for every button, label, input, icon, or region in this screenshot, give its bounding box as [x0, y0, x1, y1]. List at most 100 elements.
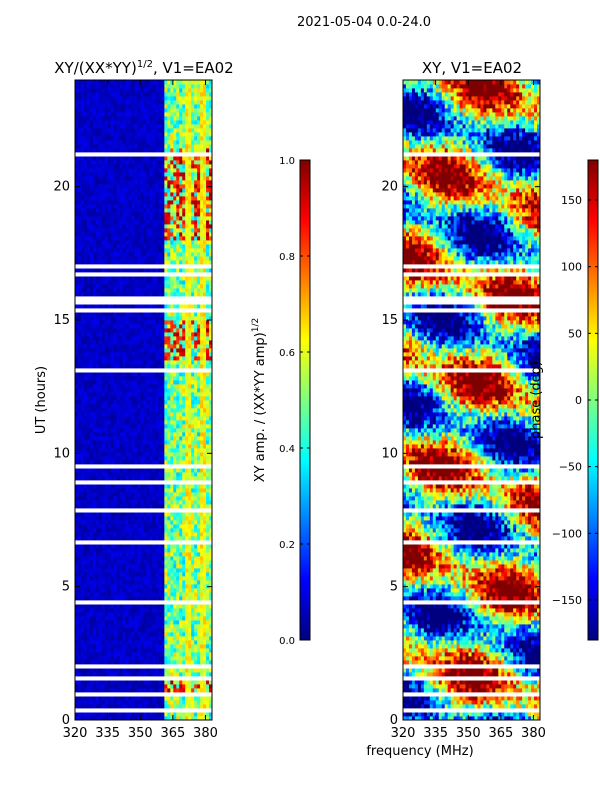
heatmap-cell: [206, 588, 210, 593]
heatmap-cell: [86, 608, 91, 613]
heatmap-cell: [116, 240, 121, 245]
heatmap-cell: [170, 532, 174, 537]
heatmap-cell: [152, 288, 156, 293]
heatmap-cell: [86, 228, 91, 233]
heatmap-cell: [89, 332, 94, 337]
heatmap-cell: [101, 612, 106, 617]
heatmap-cell: [152, 628, 156, 633]
heatmap-cell: [155, 648, 159, 653]
heatmap-cell: [107, 524, 112, 529]
heatmap-cell: [182, 244, 186, 249]
heatmap-cell: [110, 244, 115, 249]
heatmap-cell: [176, 700, 180, 705]
heatmap-cell: [197, 484, 201, 489]
heatmap-cell: [173, 576, 177, 581]
heatmap-cell: [209, 260, 212, 265]
heatmap-cell: [206, 320, 210, 325]
heatmap-cell: [95, 476, 100, 481]
heatmap-gap-row: [75, 464, 212, 469]
heatmap-cell: [80, 268, 85, 273]
heatmap-cell: [182, 248, 186, 253]
heatmap-cell: [86, 596, 91, 601]
heatmap-cell: [98, 432, 103, 437]
heatmap-cell: [188, 560, 192, 565]
heatmap-cell: [77, 620, 82, 625]
heatmap-cell: [83, 568, 88, 573]
heatmap-cell: [170, 636, 174, 641]
heatmap-cell: [107, 532, 112, 537]
heatmap-cell: [176, 412, 180, 417]
heatmap-cell: [143, 612, 147, 617]
heatmap-cell: [113, 548, 118, 553]
heatmap-cell: [110, 416, 115, 421]
heatmap-cell: [158, 716, 162, 720]
heatmap-cell: [167, 532, 171, 537]
heatmap-cell: [101, 556, 106, 561]
heatmap-cell: [92, 360, 97, 365]
heatmap-cell: [119, 244, 124, 249]
heatmap-cell: [131, 444, 135, 449]
heatmap-cell: [101, 504, 106, 509]
heatmap-cell: [75, 280, 79, 285]
heatmap-cell: [89, 652, 94, 657]
heatmap-cell: [149, 684, 153, 689]
heatmap-cell: [161, 672, 165, 677]
heatmap-cell: [206, 404, 210, 409]
heatmap-cell: [77, 640, 82, 645]
heatmap-cell: [179, 688, 183, 693]
heatmap-cell: [113, 312, 118, 317]
heatmap-cell: [170, 612, 174, 617]
heatmap-cell: [164, 356, 168, 361]
heatmap-cell: [191, 376, 195, 381]
heatmap-cell: [194, 696, 198, 701]
heatmap-cell: [92, 500, 97, 505]
heatmap-cell: [152, 240, 156, 245]
heatmap-cell: [104, 468, 109, 473]
heatmap-cell: [185, 696, 189, 701]
heatmap-cell: [116, 412, 121, 417]
heatmap-cell: [131, 632, 135, 637]
heatmap-cell: [155, 324, 159, 329]
heatmap-cell: [119, 340, 124, 345]
heatmap-cell: [125, 532, 130, 537]
heatmap-cell: [149, 668, 153, 673]
heatmap-cell: [107, 648, 112, 653]
heatmap-cell: [143, 528, 147, 533]
heatmap-cell: [146, 700, 150, 705]
heatmap-cell: [167, 392, 171, 397]
heatmap-cell: [125, 640, 130, 645]
heatmap-cell: [182, 644, 186, 649]
heatmap-cell: [86, 312, 91, 317]
heatmap-cell: [116, 560, 121, 565]
heatmap-cell: [104, 612, 109, 617]
heatmap-cell: [75, 456, 79, 461]
heatmap-cell: [191, 388, 195, 393]
heatmap-cell: [161, 640, 165, 645]
heatmap-cell: [125, 388, 130, 393]
heatmap-cell: [179, 364, 183, 369]
heatmap-cell: [143, 712, 147, 717]
heatmap-cell: [191, 516, 195, 521]
heatmap-cell: [83, 380, 88, 385]
heatmap-cell: [203, 360, 207, 365]
heatmap-cell: [137, 476, 141, 481]
heatmap-cell: [89, 592, 94, 597]
heatmap-cell: [75, 332, 79, 337]
heatmap-cell: [179, 292, 183, 297]
heatmap-cell: [173, 604, 177, 609]
heatmap-cell: [185, 576, 189, 581]
amplitude-title-exponent: 1/2: [137, 59, 153, 70]
heatmap-cell: [110, 660, 115, 665]
heatmap-cell: [179, 512, 183, 517]
heatmap-cell: [191, 716, 195, 720]
heatmap-cell: [167, 604, 171, 609]
heatmap-cell: [209, 688, 212, 693]
heatmap-cell: [116, 276, 121, 281]
heatmap-cell: [83, 544, 88, 549]
heatmap-cell: [155, 248, 159, 253]
heatmap-cell: [101, 684, 106, 689]
heatmap-cell: [167, 596, 171, 601]
heatmap-cell: [119, 640, 124, 645]
heatmap-cell: [173, 588, 177, 593]
heatmap-cell: [173, 472, 177, 477]
